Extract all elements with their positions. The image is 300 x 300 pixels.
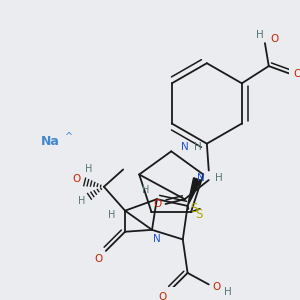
Text: O: O (212, 282, 220, 292)
Text: Na: Na (40, 135, 59, 148)
Text: H: H (256, 30, 264, 40)
Text: O: O (73, 174, 81, 184)
Text: O: O (270, 34, 279, 44)
Text: H: H (142, 184, 149, 195)
Text: S: S (190, 202, 198, 215)
Text: H: H (85, 164, 92, 173)
Text: N: N (197, 173, 205, 183)
Text: O: O (293, 69, 300, 79)
Text: H: H (224, 287, 232, 297)
Text: H: H (108, 211, 115, 220)
Text: O: O (154, 199, 162, 209)
Text: H: H (214, 173, 222, 183)
Text: N: N (181, 142, 189, 152)
Text: H: H (194, 142, 202, 152)
Text: O: O (158, 292, 167, 300)
Text: ^: ^ (65, 132, 74, 142)
Text: S: S (195, 208, 202, 221)
Text: O: O (94, 254, 102, 264)
Text: N: N (153, 234, 161, 244)
Polygon shape (188, 178, 201, 206)
Text: H: H (78, 196, 85, 206)
